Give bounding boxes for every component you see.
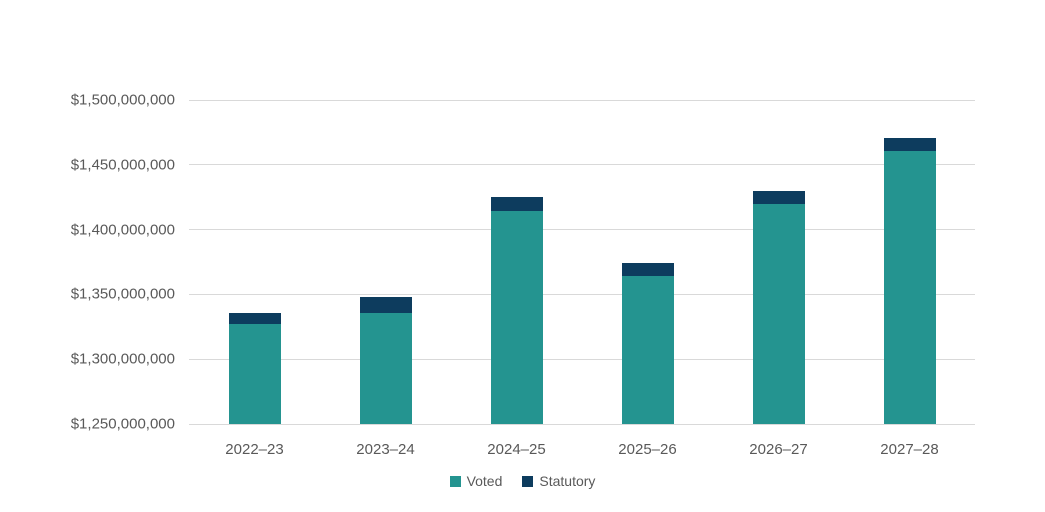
legend: Voted Statutory <box>0 473 1045 489</box>
y-tick-label: $1,500,000,000 <box>70 91 175 109</box>
x-tick-label: 2022–23 <box>225 441 284 458</box>
x-axis: 2022–23 2023–24 2024–25 2025–26 2026–27 2027–… <box>189 441 975 463</box>
gridline <box>189 99 975 101</box>
y-tick-label: $1,300,000,000 <box>70 350 175 368</box>
bar-segment-statutory-2024-25 <box>490 197 543 212</box>
x-tick-label: 2026–27 <box>749 441 808 458</box>
gridline <box>189 293 975 295</box>
x-tick-label: 2024–25 <box>487 441 546 458</box>
bar-segment-statutory-2023-24 <box>359 297 412 313</box>
x-tick-label: 2027–28 <box>880 441 939 458</box>
bar-segment-voted-2027-28 <box>883 150 936 424</box>
statutory-swatch-icon <box>522 475 534 487</box>
bar-segment-voted-2023-24 <box>359 312 412 424</box>
bar-segment-statutory-2022-23 <box>228 312 281 325</box>
y-tick-label: $1,250,000,000 <box>70 415 175 433</box>
gridline <box>189 358 975 360</box>
gridline <box>189 164 975 166</box>
bar-segment-statutory-2027-28 <box>883 137 936 151</box>
plot-area <box>189 99 975 425</box>
bar-segment-statutory-2026-27 <box>752 190 805 204</box>
legend-item-voted: Voted <box>449 473 503 489</box>
y-tick-label: $1,450,000,000 <box>70 156 175 174</box>
bar-segment-voted-2022-23 <box>228 324 281 424</box>
voted-swatch-icon <box>449 475 461 487</box>
bar-segment-voted-2024-25 <box>490 211 543 424</box>
bar-segment-statutory-2025-26 <box>621 263 674 277</box>
gridline <box>189 229 975 231</box>
x-tick-label: 2025–26 <box>618 441 677 458</box>
y-tick-label: $1,400,000,000 <box>70 221 175 239</box>
y-axis: $1,250,000,000 $1,300,000,000 $1,350,000,0… <box>0 92 175 433</box>
legend-label-voted: Voted <box>466 473 503 489</box>
bar-segment-voted-2025-26 <box>621 276 674 424</box>
x-tick-label: 2023–24 <box>356 441 415 458</box>
legend-label-statutory: Statutory <box>539 473 596 489</box>
legend-item-statutory: Statutory <box>522 473 595 489</box>
bar-segment-voted-2026-27 <box>752 203 805 424</box>
gridline <box>189 423 975 425</box>
y-tick-label: $1,350,000,000 <box>70 285 175 303</box>
